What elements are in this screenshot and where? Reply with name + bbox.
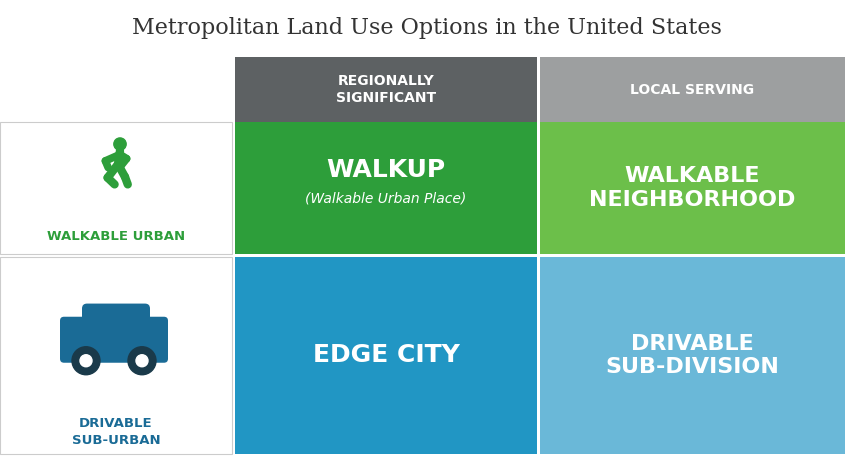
Circle shape bbox=[136, 355, 148, 367]
Text: Metropolitan Land Use Options in the United States: Metropolitan Land Use Options in the Uni… bbox=[132, 17, 721, 39]
Text: LOCAL SERVING: LOCAL SERVING bbox=[630, 83, 754, 96]
Text: WALKABLE URBAN: WALKABLE URBAN bbox=[47, 229, 185, 243]
FancyBboxPatch shape bbox=[82, 303, 150, 341]
Circle shape bbox=[113, 138, 126, 150]
Bar bbox=[235, 57, 537, 122]
Text: DRIVABLE
SUB-DIVISION: DRIVABLE SUB-DIVISION bbox=[605, 334, 779, 377]
Bar bbox=[235, 122, 537, 254]
Text: REGIONALLY
SIGNIFICANT: REGIONALLY SIGNIFICANT bbox=[335, 75, 436, 105]
Text: DRIVABLE
SUB-URBAN: DRIVABLE SUB-URBAN bbox=[72, 417, 160, 447]
Bar bbox=[539, 57, 844, 122]
Bar bbox=[235, 257, 537, 454]
Text: WALKUP: WALKUP bbox=[326, 158, 445, 182]
Text: WALKABLE
NEIGHBORHOOD: WALKABLE NEIGHBORHOOD bbox=[589, 167, 795, 210]
Bar bbox=[539, 122, 844, 254]
Bar bbox=[0, 122, 232, 254]
Circle shape bbox=[128, 347, 156, 375]
Bar bbox=[0, 257, 232, 454]
Bar bbox=[539, 257, 844, 454]
Text: (Walkable Urban Place): (Walkable Urban Place) bbox=[305, 191, 466, 205]
FancyBboxPatch shape bbox=[60, 317, 168, 363]
Text: EDGE CITY: EDGE CITY bbox=[312, 344, 459, 368]
Circle shape bbox=[80, 355, 92, 367]
Circle shape bbox=[72, 347, 100, 375]
